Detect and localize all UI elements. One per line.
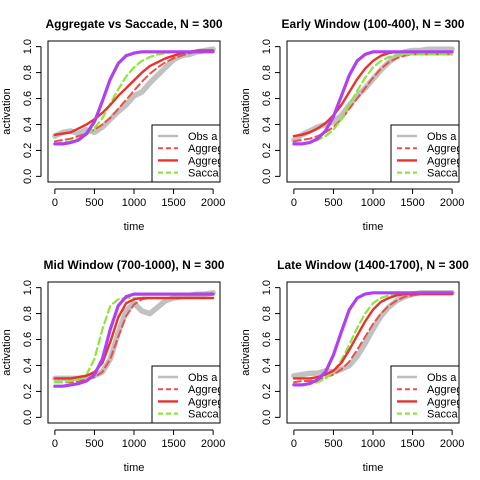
y-tick-label: 0.4 — [261, 117, 273, 132]
y-tick-label: 1.0 — [261, 39, 273, 54]
plot-frame — [47, 40, 221, 183]
x-axis-label: time — [363, 462, 384, 474]
legend-label: Sacca — [188, 168, 219, 180]
series-line-saccade — [292, 53, 454, 145]
y-tick-label: 0.8 — [261, 306, 273, 321]
x-tick-label: 500 — [85, 197, 103, 209]
x-tick-label: 0 — [291, 197, 297, 209]
series-line-saccade — [53, 296, 215, 384]
y-tick-label: 1.0 — [22, 280, 34, 295]
x-tick-label: 2000 — [201, 438, 225, 450]
series-line-window_fit — [53, 292, 215, 388]
x-axis-label: time — [124, 221, 145, 233]
y-tick-label: 0.2 — [22, 384, 34, 399]
x-tick-label: 2000 — [201, 197, 225, 209]
legend-label: Sacca — [427, 168, 458, 180]
x-tick-label: 1500 — [400, 197, 424, 209]
series-line-aggregate_solid — [53, 296, 215, 380]
x-tick-label: 500 — [85, 438, 103, 450]
series-line-observed — [291, 290, 455, 379]
x-tick-label: 0 — [52, 438, 58, 450]
series-line-window_fit — [292, 50, 454, 146]
y-tick-label: 0.0 — [261, 410, 273, 425]
y-tick-label: 0.6 — [22, 91, 34, 106]
y-tick-label: 1.0 — [22, 39, 34, 54]
series-line-aggregate_solid — [292, 50, 454, 138]
x-axis-label: time — [124, 462, 145, 474]
x-tick-label: 1000 — [122, 197, 146, 209]
x-tick-label: 500 — [324, 438, 342, 450]
x-tick-label: 1000 — [361, 438, 385, 450]
y-tick-label: 0.8 — [22, 306, 34, 321]
y-tick-label: 0.0 — [261, 169, 273, 184]
x-axis-label: time — [363, 221, 384, 233]
y-tick-label: 0.8 — [261, 65, 273, 80]
y-tick-label: 0.2 — [261, 143, 273, 158]
legend-label: Aggreg — [427, 384, 462, 396]
x-tick-label: 1000 — [122, 438, 146, 450]
legend-label: Obs a — [427, 372, 457, 384]
y-tick-label: 0.8 — [22, 65, 34, 80]
plot-frame — [286, 40, 460, 183]
legend-label: Aggreg — [188, 143, 223, 155]
chart-title: Mid Window (700-1000), N = 300 — [44, 258, 225, 272]
x-tick-label: 1000 — [361, 197, 385, 209]
legend-label: Aggreg — [188, 384, 223, 396]
legend-label: Aggreg — [427, 396, 462, 408]
y-tick-label: 1.0 — [261, 280, 273, 295]
y-tick-label: 0.4 — [22, 117, 34, 132]
legend-label: Sacca — [427, 409, 458, 421]
plot-frame — [47, 281, 221, 424]
x-tick-label: 500 — [324, 197, 342, 209]
chart-title: Late Window (1400-1700), N = 300 — [277, 258, 469, 272]
legend-label: Sacca — [188, 409, 219, 421]
chart-title: Aggregate vs Saccade, N = 300 — [45, 17, 222, 31]
y-axis-label: activation — [1, 88, 13, 134]
legend-label: Obs a — [427, 131, 457, 143]
y-tick-label: 0.0 — [22, 169, 34, 184]
y-tick-label: 0.6 — [22, 332, 34, 347]
y-tick-label: 0.6 — [261, 332, 273, 347]
x-tick-label: 1500 — [161, 438, 185, 450]
y-axis-label: activation — [240, 329, 252, 375]
y-tick-label: 0.6 — [261, 91, 273, 106]
x-tick-label: 1500 — [161, 197, 185, 209]
series-line-observed — [52, 46, 216, 139]
series-line-window_fit — [53, 50, 215, 146]
y-tick-label: 0.0 — [22, 410, 34, 425]
series-line-window_fit — [292, 291, 454, 387]
legend-label: Aggreg — [188, 396, 223, 408]
y-axis-label: activation — [240, 88, 252, 134]
y-axis-label: activation — [1, 329, 13, 375]
legend-label: Obs a — [188, 131, 218, 143]
legend-label: Obs a — [188, 372, 218, 384]
x-tick-label: 2000 — [440, 438, 464, 450]
y-tick-label: 0.2 — [22, 143, 34, 158]
legend-label: Aggreg — [427, 143, 462, 155]
x-tick-label: 1500 — [400, 438, 424, 450]
chart-title: Early Window (100-400), N = 300 — [282, 17, 465, 31]
y-tick-label: 0.4 — [22, 358, 34, 373]
y-tick-label: 0.4 — [261, 358, 273, 373]
series-line-aggregate_dashed — [53, 49, 215, 143]
x-tick-label: 2000 — [440, 197, 464, 209]
legend-label: Aggreg — [427, 155, 462, 167]
plot-frame — [286, 281, 460, 424]
x-tick-label: 0 — [52, 197, 58, 209]
series-line-aggregate_solid — [53, 49, 215, 136]
x-tick-label: 0 — [291, 438, 297, 450]
y-tick-label: 0.2 — [261, 384, 273, 399]
legend-label: Aggreg — [188, 155, 223, 167]
